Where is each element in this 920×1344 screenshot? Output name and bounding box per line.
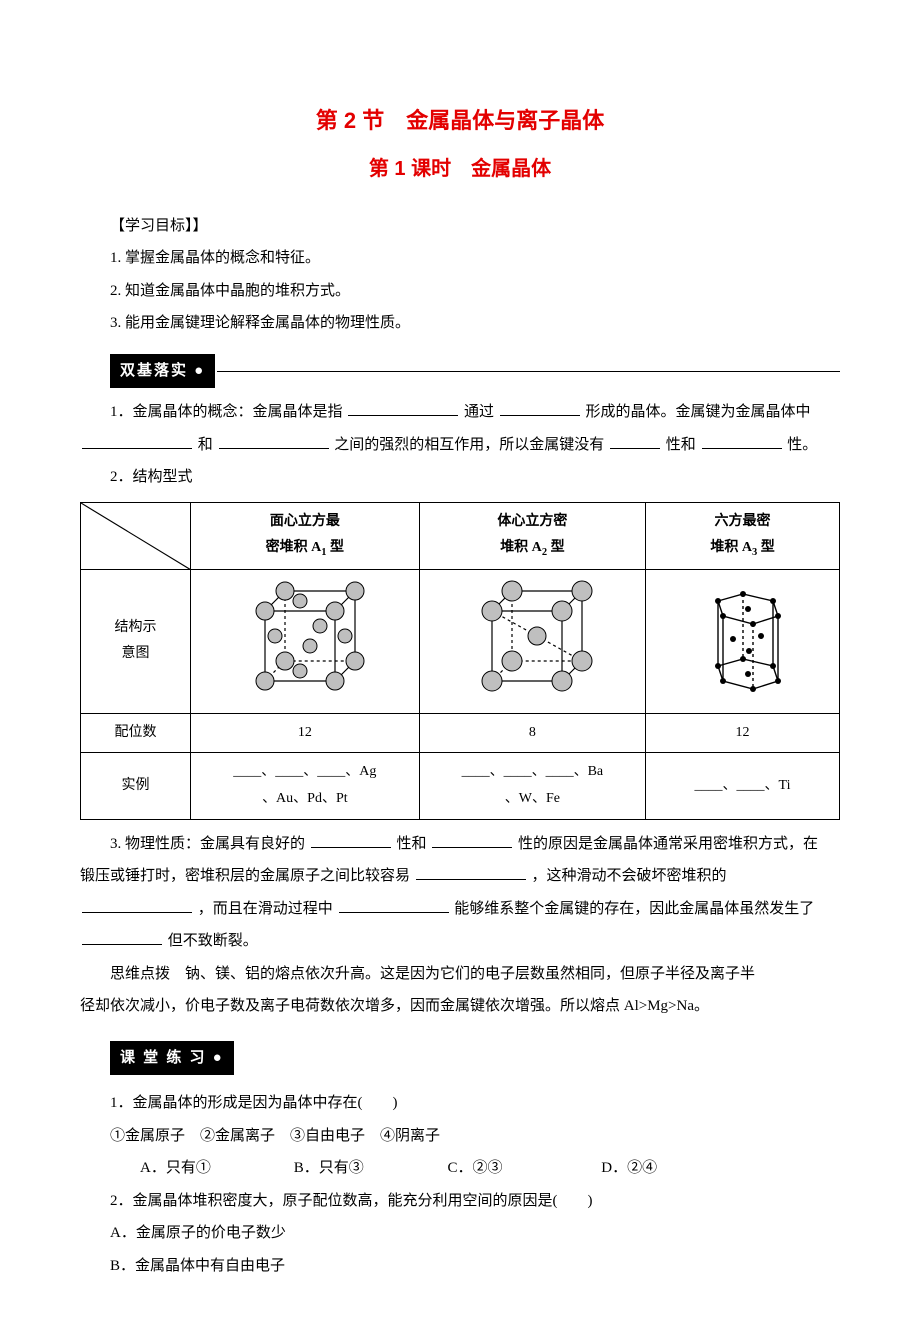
table-row: 面心立方最密堆积 A1 型 体心立方密堆积 A2 型 六方最密堆积 A3 型 xyxy=(81,502,840,569)
bcc-diagram-icon xyxy=(467,576,597,696)
structure-table: 面心立方最密堆积 A1 型 体心立方密堆积 A2 型 六方最密堆积 A3 型 结… xyxy=(80,502,840,820)
section-divider: 双基落实 ● xyxy=(80,354,840,389)
option-c[interactable]: C．②③ xyxy=(418,1154,568,1183)
concept-paragraph: 1．金属晶体的概念：金属晶体是指 通过 形成的晶体。金属键为金属晶体中 xyxy=(80,398,840,427)
fill-blank[interactable] xyxy=(702,434,782,449)
section-tab-foundation: 双基落实 ● xyxy=(110,354,215,389)
table-cell: 12 xyxy=(646,713,840,753)
table-cell: ____、____、Ti xyxy=(646,753,840,819)
table-cell: ____、____、____、Ag、Au、Pd、Pt xyxy=(191,753,420,819)
goal-item: 2. 知道金属晶体中晶胞的堆积方式。 xyxy=(80,277,840,306)
row-label: 实例 xyxy=(81,753,191,819)
fcc-diagram-icon xyxy=(240,576,370,696)
physical-props-paragraph: 但不致断裂。 xyxy=(80,927,840,956)
physical-props-paragraph: 锻压或锤打时，密堆积层的金属原子之间比较容易 ，这种滑动不会破坏密堆积的 xyxy=(80,862,840,891)
option-d[interactable]: D．②④ xyxy=(571,1154,721,1183)
text: 锻压或锤打时，密堆积层的金属原子之间比较容易 xyxy=(80,868,410,884)
table-cell: ____、____、____、Ba、W、Fe xyxy=(419,753,645,819)
text: ，这种滑动不会破坏密堆积的 xyxy=(532,868,727,884)
text: 3. 物理性质：金属具有良好的 xyxy=(110,836,305,852)
text: 1．金属晶体的概念：金属晶体是指 xyxy=(110,404,343,420)
text: 之间的强烈的相互作用，所以金属键没有 xyxy=(334,437,604,453)
table-corner xyxy=(81,502,191,569)
diagram-cell-hcp xyxy=(646,570,840,714)
option-a[interactable]: A．只有① xyxy=(110,1154,260,1183)
section-title: 第 2 节 金属晶体与离子晶体 xyxy=(80,100,840,142)
table-row: 结构示意图 xyxy=(81,570,840,714)
tip-paragraph: 思维点拨 钠、镁、铝的熔点依次升高。这是因为它们的电子层数虽然相同，但原子半径及… xyxy=(80,960,840,989)
text: 能够维系整个金属键的存在，因此金属晶体虽然发生了 xyxy=(454,901,814,917)
goal-item: 1. 掌握金属晶体的概念和特征。 xyxy=(80,244,840,273)
table-header: 面心立方最密堆积 A1 型 xyxy=(191,502,420,569)
table-row: 实例 ____、____、____、Ag、Au、Pd、Pt ____、____、… xyxy=(81,753,840,819)
diagram-cell-fcc xyxy=(191,570,420,714)
table-header: 六方最密堆积 A3 型 xyxy=(646,502,840,569)
fill-blank[interactable] xyxy=(82,434,192,449)
row-label: 结构示意图 xyxy=(81,570,191,714)
text: 性的原因是金属晶体通常采用密堆积方式，在 xyxy=(518,836,818,852)
fill-blank[interactable] xyxy=(610,434,660,449)
option-a[interactable]: A．金属原子的价电子数少 xyxy=(80,1219,840,1248)
text: 通过 xyxy=(464,404,494,420)
question: 1．金属晶体的形成是因为晶体中存在( ) xyxy=(80,1089,840,1118)
fill-blank[interactable] xyxy=(348,401,458,416)
question-options: A．只有① B．只有③ C．②③ D．②④ xyxy=(80,1154,840,1183)
physical-props-paragraph: 3. 物理性质：金属具有良好的 性和 性的原因是金属晶体通常采用密堆积方式，在 xyxy=(80,830,840,859)
divider-line xyxy=(217,371,840,372)
goals-heading: 【学习目标】】 xyxy=(80,212,840,241)
structure-heading: 2．结构型式 xyxy=(80,463,840,492)
text: 性。 xyxy=(787,437,817,453)
row-label: 配位数 xyxy=(81,713,191,753)
goal-item: 3. 能用金属键理论解释金属晶体的物理性质。 xyxy=(80,309,840,338)
text: ，而且在滑动过程中 xyxy=(198,901,333,917)
fill-blank[interactable] xyxy=(82,930,162,945)
fill-blank[interactable] xyxy=(82,898,192,913)
text: 性和 xyxy=(397,836,427,852)
table-header: 体心立方密堆积 A2 型 xyxy=(419,502,645,569)
fill-blank[interactable] xyxy=(500,401,580,416)
fill-blank[interactable] xyxy=(416,865,526,880)
fill-blank[interactable] xyxy=(432,833,512,848)
diagram-cell-bcc xyxy=(419,570,645,714)
text: 但不致断裂。 xyxy=(168,933,258,949)
fill-blank[interactable] xyxy=(311,833,391,848)
fill-blank[interactable] xyxy=(339,898,449,913)
hcp-diagram-icon xyxy=(683,576,803,696)
tip-paragraph: 径却依次减小，价电子数及离子电荷数依次增多，因而金属键依次增强。所以熔点 Al>… xyxy=(80,992,840,1021)
table-row: 配位数 12 8 12 xyxy=(81,713,840,753)
physical-props-paragraph: ，而且在滑动过程中 能够维系整个金属键的存在，因此金属晶体虽然发生了 xyxy=(80,895,840,924)
option-b[interactable]: B．只有③ xyxy=(264,1154,414,1183)
text: 形成的晶体。金属键为金属晶体中 xyxy=(586,404,811,420)
table-cell: 8 xyxy=(419,713,645,753)
question-items: ①金属原子 ②金属离子 ③自由电子 ④阴离子 xyxy=(80,1122,840,1151)
section-tab-exercise: 课 堂 练 习 ● xyxy=(110,1041,234,1076)
option-b[interactable]: B．金属晶体中有自由电子 xyxy=(80,1252,840,1281)
fill-blank[interactable] xyxy=(219,434,329,449)
table-cell: 12 xyxy=(191,713,420,753)
lesson-title: 第 1 课时 金属晶体 xyxy=(80,150,840,188)
text: 性和 xyxy=(666,437,696,453)
question: 2．金属晶体堆积密度大，原子配位数高，能充分利用空间的原因是( ) xyxy=(80,1187,840,1216)
text: 和 xyxy=(198,437,213,453)
concept-paragraph: 和 之间的强烈的相互作用，所以金属键没有 性和 性。 xyxy=(80,431,840,460)
